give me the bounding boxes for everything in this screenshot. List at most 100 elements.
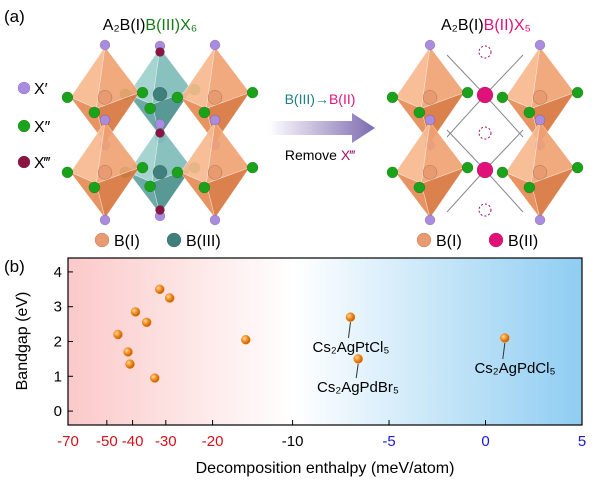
data-point: [345, 312, 356, 322]
atom: [386, 91, 399, 104]
panel-b: (b)-70 -50 -40 -30 -20 -10 -5 0 501234Decomposit…: [4, 257, 586, 477]
panel-label: (b): [4, 257, 25, 276]
atom: [99, 214, 111, 226]
arrow-part: Remove: [285, 147, 341, 163]
x-tick-label: -40: [122, 433, 144, 450]
atom: [488, 232, 504, 248]
data-point: [353, 354, 363, 364]
title-part: B(III)X₆: [145, 17, 197, 34]
x-tick-label: -5: [382, 433, 395, 450]
data-point: [130, 307, 141, 317]
atom: [571, 161, 584, 174]
title-part: A₂B(I): [441, 17, 484, 34]
data-point: [123, 347, 133, 357]
data-point: [113, 329, 123, 340]
atom: [61, 91, 74, 104]
vacancy: [478, 126, 492, 140]
atom: [198, 106, 211, 119]
arrow-part: B(III): [285, 91, 315, 107]
legend-label: B(I): [436, 233, 462, 250]
y-tick-label: 4: [54, 264, 62, 281]
x-tick-label: -70: [57, 433, 79, 450]
atom: [422, 165, 438, 180]
atom: [413, 181, 426, 194]
plot-background: [68, 258, 582, 425]
annotation: Cs₂AgPtCl₅: [313, 339, 390, 356]
atom: [209, 114, 221, 126]
atom: [422, 90, 438, 105]
arrow-part: B(II): [329, 91, 355, 107]
legend-label: X‴: [34, 155, 51, 172]
legend-label: B(III): [186, 233, 221, 250]
y-tick-label: 0: [54, 403, 62, 420]
atom: [94, 232, 110, 248]
title-part: B(II)X₅: [484, 17, 531, 34]
octahedron-face: [96, 166, 141, 219]
atom: [97, 165, 113, 180]
vacancy: [478, 45, 492, 59]
x-tick-label: -20: [202, 433, 224, 450]
x-axis-label: Decomposition enthalpy (meV/atom): [196, 460, 455, 477]
leader-line: [355, 363, 359, 379]
arrow: [268, 113, 375, 143]
atom: [496, 166, 509, 179]
arrow-label: Remove X‴: [285, 147, 355, 163]
atom: [155, 47, 165, 57]
arrow-part: X‴: [341, 147, 355, 163]
octahedron-face: [421, 166, 466, 219]
data-point: [241, 335, 251, 345]
y-tick-label: 1: [54, 368, 62, 385]
x-tick-label: -30: [155, 433, 177, 450]
atom: [207, 165, 223, 180]
leader-line: [502, 342, 506, 360]
atom: [144, 102, 156, 115]
atom: [155, 205, 165, 215]
atom: [246, 161, 259, 174]
x-tick-label: 0: [481, 433, 489, 450]
atom: [97, 90, 113, 105]
atom: [171, 166, 184, 179]
atom: [476, 161, 494, 179]
arrow-label: B(III)→B(II): [285, 91, 356, 107]
x-tick-label: -10: [282, 433, 304, 450]
octahedron-face: [206, 166, 251, 219]
y-tick-label: 3: [54, 299, 62, 316]
octahedron-face: [151, 167, 193, 215]
legend-label: B(II): [508, 233, 538, 250]
atom: [152, 86, 168, 102]
atom: [144, 180, 156, 193]
y-axis-label: Bandgap (eV): [14, 292, 31, 391]
legend-label: X″: [34, 119, 51, 136]
atom: [99, 114, 111, 126]
x-tick-label: 5: [578, 433, 586, 450]
atom: [534, 39, 546, 51]
legend-label: X′: [34, 81, 48, 98]
annotation: Cs₂AgPdCl₅: [474, 360, 555, 377]
legend-label: B(I): [114, 233, 140, 250]
data-point: [150, 373, 160, 383]
atom: [17, 155, 31, 169]
data-point: [141, 317, 152, 328]
atom: [209, 39, 221, 51]
title-part: A₂B(I): [103, 17, 146, 34]
atom: [461, 86, 474, 99]
atom: [136, 161, 149, 174]
atom: [532, 165, 548, 180]
atom: [88, 106, 101, 119]
atom: [534, 114, 546, 126]
atom: [136, 86, 149, 99]
data-point: [125, 359, 135, 369]
atom: [198, 181, 211, 194]
atom: [88, 181, 101, 194]
atom: [424, 214, 436, 226]
atom: [461, 161, 474, 174]
data-point: [500, 333, 510, 343]
panel-a: (a) A₂B(I)B(III)X₆ A₂B(I)B(II)X₅ B(III)→…: [4, 7, 584, 250]
data-point: [155, 284, 165, 295]
atom: [61, 166, 74, 179]
leader-line: [347, 322, 351, 339]
atom: [209, 214, 221, 226]
y-tick-label: 2: [54, 334, 62, 351]
atom: [496, 91, 509, 104]
atom: [532, 90, 548, 105]
